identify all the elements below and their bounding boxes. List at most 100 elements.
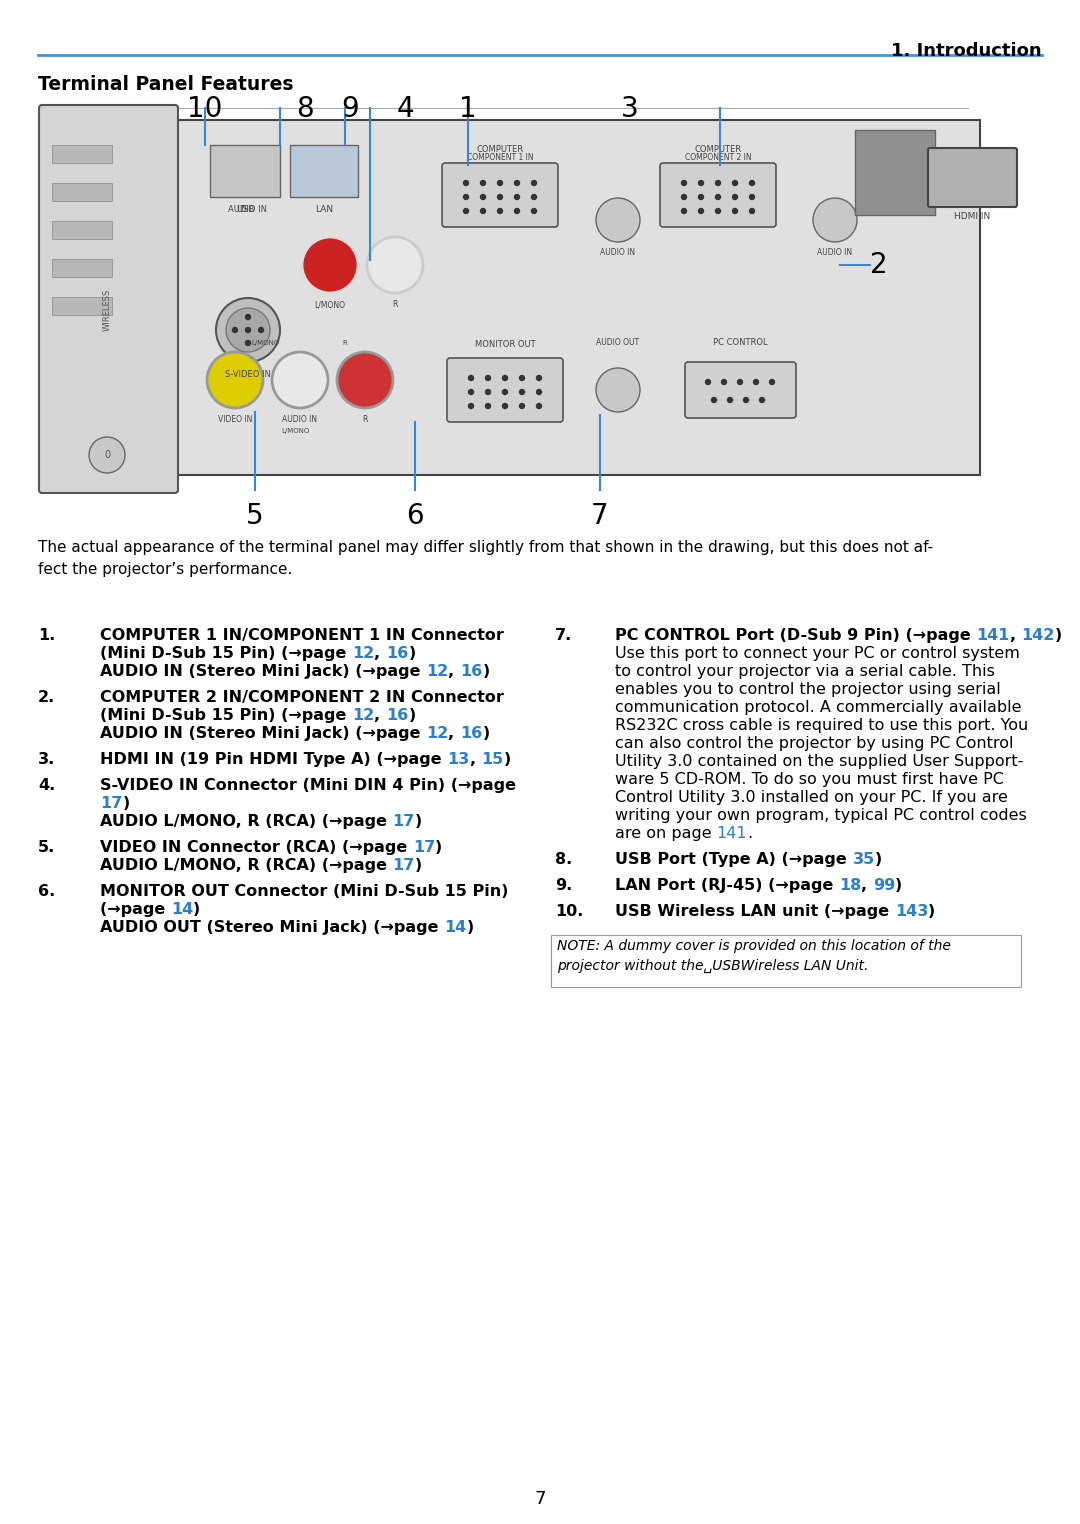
Text: USB Wireless LAN unit (→page: USB Wireless LAN unit (→page: [615, 904, 894, 919]
Text: AUDIO IN: AUDIO IN: [600, 248, 635, 258]
Text: ,: ,: [470, 751, 482, 767]
Text: 3: 3: [621, 94, 639, 123]
Text: ,: ,: [1010, 628, 1022, 643]
Circle shape: [463, 209, 469, 213]
Circle shape: [481, 195, 486, 200]
Text: Terminal Panel Features: Terminal Panel Features: [38, 75, 294, 94]
Bar: [52, 183, 112, 201]
Text: RS232C cross cable is required to use this port. You: RS232C cross cable is required to use th…: [615, 718, 1028, 733]
Text: AUDIO IN (Stereo Mini Jack) (→page: AUDIO IN (Stereo Mini Jack) (→page: [100, 725, 427, 741]
Text: 6.: 6.: [38, 884, 55, 899]
Bar: [855, 130, 935, 215]
Text: 16: 16: [386, 709, 408, 722]
Text: can also control the projector by using PC Control: can also control the projector by using …: [615, 736, 1013, 751]
FancyBboxPatch shape: [685, 363, 796, 418]
Circle shape: [699, 180, 703, 186]
Circle shape: [721, 379, 727, 384]
FancyBboxPatch shape: [39, 105, 178, 492]
Circle shape: [245, 314, 251, 320]
Circle shape: [531, 195, 537, 200]
Circle shape: [463, 180, 469, 186]
Text: 5: 5: [246, 501, 264, 530]
Text: COMPONENT 2 IN: COMPONENT 2 IN: [685, 152, 752, 162]
Text: (→page: (→page: [100, 902, 171, 917]
Circle shape: [486, 404, 490, 408]
Text: COMPONENT 1 IN: COMPONENT 1 IN: [467, 152, 534, 162]
Circle shape: [272, 352, 328, 408]
Circle shape: [732, 180, 738, 186]
Circle shape: [481, 180, 486, 186]
Text: 2: 2: [870, 251, 888, 279]
Circle shape: [769, 379, 774, 384]
Circle shape: [367, 238, 423, 293]
Circle shape: [537, 404, 541, 408]
Text: AUDIO IN (Stereo Mini Jack) (→page: AUDIO IN (Stereo Mini Jack) (→page: [100, 664, 427, 680]
Text: to control your projector via a serial cable. This: to control your projector via a serial c…: [615, 664, 995, 680]
Text: 10.: 10.: [555, 904, 583, 919]
Text: 6: 6: [406, 501, 423, 530]
Text: 12: 12: [427, 725, 448, 741]
Text: 141: 141: [717, 826, 747, 841]
Text: ): ): [435, 840, 443, 855]
Text: MONITOR OUT Connector (Mini D-Sub 15 Pin): MONITOR OUT Connector (Mini D-Sub 15 Pin…: [100, 884, 509, 899]
Circle shape: [759, 398, 765, 402]
Bar: [551, 936, 1021, 988]
Text: ): ): [928, 904, 935, 919]
Text: (Mini D-Sub 15 Pin) (→page: (Mini D-Sub 15 Pin) (→page: [100, 646, 352, 661]
Text: 12: 12: [427, 664, 448, 680]
Circle shape: [469, 390, 473, 395]
Circle shape: [245, 328, 251, 332]
Circle shape: [531, 180, 537, 186]
Bar: [52, 145, 112, 163]
Circle shape: [245, 340, 251, 346]
Text: ,: ,: [375, 709, 386, 722]
Circle shape: [531, 209, 537, 213]
Circle shape: [207, 352, 264, 408]
Text: 0: 0: [104, 450, 110, 460]
Text: ): ): [503, 751, 511, 767]
Text: USB Port (Type A) (→page: USB Port (Type A) (→page: [615, 852, 852, 867]
Text: 7.: 7.: [555, 628, 572, 643]
Text: 17: 17: [413, 840, 435, 855]
Text: MONITOR OUT: MONITOR OUT: [475, 340, 536, 349]
Circle shape: [519, 390, 525, 395]
Text: COMPUTER: COMPUTER: [694, 145, 742, 154]
Text: enables you to control the projector using serial: enables you to control the projector usi…: [615, 683, 1001, 696]
Text: 9: 9: [341, 94, 359, 123]
Text: ): ): [895, 878, 903, 893]
Text: communication protocol. A commercially available: communication protocol. A commercially a…: [615, 700, 1022, 715]
Bar: [168, 120, 980, 475]
Text: NOTE: A dummy cover is provided on this location of the
projector without the␣US: NOTE: A dummy cover is provided on this …: [557, 939, 950, 974]
Text: 1: 1: [459, 94, 476, 123]
Circle shape: [502, 375, 508, 381]
Circle shape: [537, 375, 541, 381]
Text: COMPUTER 2 IN/COMPONENT 2 IN Connector: COMPUTER 2 IN/COMPONENT 2 IN Connector: [100, 690, 504, 706]
Circle shape: [715, 209, 720, 213]
Text: AUDIO IN: AUDIO IN: [818, 248, 852, 258]
Text: 5.: 5.: [38, 840, 55, 855]
Circle shape: [596, 198, 640, 242]
Text: 13: 13: [447, 751, 470, 767]
Text: AUDIO OUT: AUDIO OUT: [596, 338, 639, 347]
Text: 1.: 1.: [38, 628, 55, 643]
Text: 15: 15: [482, 751, 503, 767]
Circle shape: [813, 198, 858, 242]
Text: ): ): [193, 902, 201, 917]
Circle shape: [514, 209, 519, 213]
Text: ): ): [415, 814, 422, 829]
Circle shape: [481, 209, 486, 213]
Circle shape: [498, 195, 502, 200]
Text: PC CONTROL: PC CONTROL: [713, 338, 767, 347]
Text: 143: 143: [894, 904, 928, 919]
Text: USB: USB: [235, 206, 254, 213]
Circle shape: [732, 209, 738, 213]
Bar: [291, 145, 357, 197]
Text: 16: 16: [386, 646, 408, 661]
Text: AUDIO L/MONO, R (RCA) (→page: AUDIO L/MONO, R (RCA) (→page: [100, 858, 393, 873]
Text: LAN Port (RJ-45) (→page: LAN Port (RJ-45) (→page: [615, 878, 839, 893]
Circle shape: [732, 195, 738, 200]
Text: 12: 12: [352, 646, 375, 661]
Text: Utility 3.0 contained on the supplied User Support-: Utility 3.0 contained on the supplied Us…: [615, 754, 1024, 770]
Text: 4: 4: [396, 94, 414, 123]
Bar: [52, 259, 112, 277]
